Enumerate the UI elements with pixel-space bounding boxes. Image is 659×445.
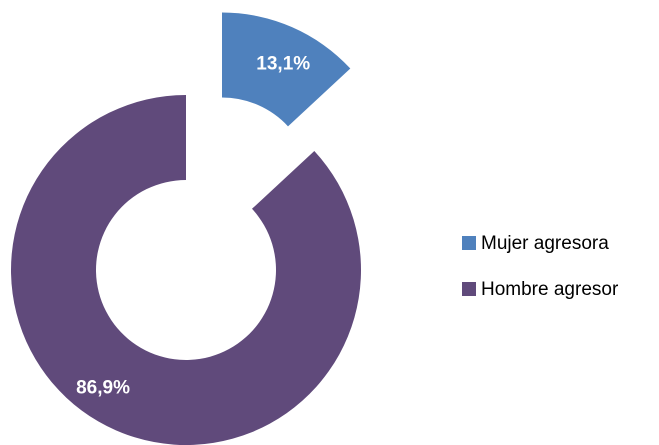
donut-slice	[10, 95, 361, 445]
value-label: 86,9%	[76, 377, 130, 398]
legend-label: Hombre agresor	[481, 279, 619, 300]
donut-slice	[222, 12, 351, 127]
legend-swatch	[462, 236, 476, 250]
legend-label: Mujer agresora	[481, 233, 609, 254]
value-label: 13,1%	[256, 53, 310, 74]
legend-swatch	[462, 282, 476, 296]
